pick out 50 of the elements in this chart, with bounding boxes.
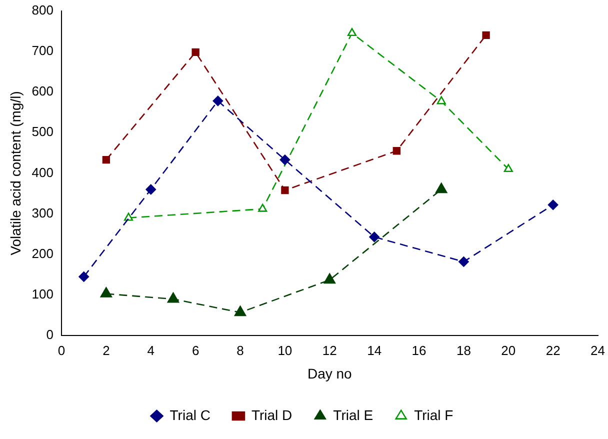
point [78, 272, 89, 282]
point [212, 96, 224, 106]
x-tick-label: 16 [412, 342, 426, 358]
point [192, 48, 200, 56]
y-tick-label: 300 [32, 205, 54, 220]
legend-label: Trial D [251, 406, 292, 423]
y-axis-title: Volatile acid content (mg/l) [7, 91, 24, 256]
point [167, 292, 180, 303]
point [369, 232, 380, 242]
legend-label: Trial E [333, 406, 374, 423]
y-tick-label: 800 [32, 2, 54, 18]
x-tick-label: 10 [278, 342, 292, 358]
x-tick-label: 4 [147, 342, 154, 358]
point [102, 156, 110, 164]
point [436, 96, 446, 104]
x-tick-label: 20 [501, 342, 516, 358]
legend-label: Trial F [414, 406, 454, 423]
y-tick-label: 500 [32, 124, 54, 140]
point [280, 154, 290, 165]
point [281, 186, 289, 194]
point [482, 31, 490, 39]
x-tick-label: 6 [192, 342, 200, 358]
point [324, 273, 336, 284]
y-tick-label: 100 [32, 286, 54, 302]
point [504, 164, 513, 172]
y-tick-label: 700 [32, 42, 54, 58]
point [392, 147, 400, 155]
point [548, 200, 558, 210]
point [234, 306, 246, 316]
point [124, 212, 134, 221]
point [458, 256, 469, 267]
y-tick-label: 200 [32, 246, 54, 261]
x-tick-label: 14 [367, 342, 382, 358]
x-tick-label: 8 [236, 342, 244, 358]
x-tick-label: 24 [590, 342, 606, 358]
x-tick-label: 12 [322, 342, 337, 358]
point [436, 182, 448, 194]
x-axis-title: Day no [307, 365, 352, 382]
y-tick-label: 400 [32, 164, 54, 180]
y-tick-label: 0 [46, 327, 54, 342]
x-tick-label: 22 [546, 342, 560, 358]
x-tick-label: 2 [102, 342, 110, 358]
point [347, 28, 357, 36]
point [258, 204, 268, 212]
legend-label: Trial C [170, 406, 210, 423]
x-tick-label: 18 [456, 342, 471, 358]
point [146, 184, 156, 195]
y-tick-label: 600 [32, 84, 54, 99]
x-tick-label: 0 [58, 342, 66, 358]
point [100, 287, 112, 298]
